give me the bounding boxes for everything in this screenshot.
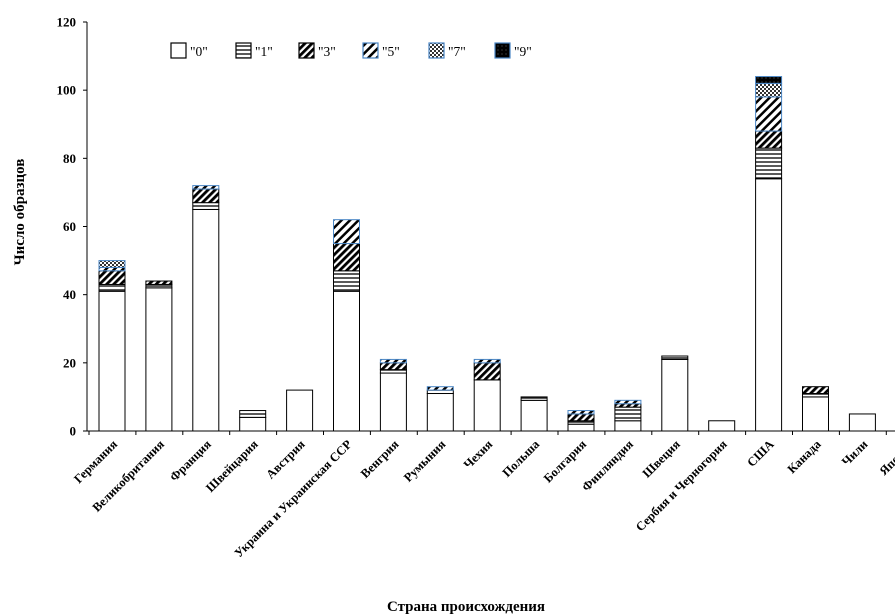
bar-segment xyxy=(755,178,783,432)
bar-segment xyxy=(567,413,595,422)
x-tick-label: Румыния xyxy=(401,437,449,485)
bar-segment xyxy=(520,399,548,432)
bar-segment xyxy=(239,410,267,418)
x-tick-label: Швеция xyxy=(640,437,683,480)
bar-segment xyxy=(333,243,360,272)
bar-segment xyxy=(520,396,548,401)
bar-segment xyxy=(661,358,689,432)
legend-label: "0" xyxy=(190,44,208,59)
bar-segment xyxy=(379,362,407,371)
x-tick-label: Финляндия xyxy=(579,437,636,494)
bar-segment xyxy=(614,399,642,405)
bar-segment xyxy=(426,393,454,432)
x-tick-label: Япония xyxy=(877,437,895,478)
y-axis-title: Число образцов xyxy=(12,159,28,266)
bar-segment xyxy=(755,147,783,180)
legend-label: "5" xyxy=(382,44,400,59)
bar-segment xyxy=(802,393,829,398)
bar-segment xyxy=(755,82,783,98)
bar-segment xyxy=(567,420,595,425)
bar-segment xyxy=(98,283,126,292)
bar-segment xyxy=(286,389,314,432)
bar-segment xyxy=(755,96,783,132)
legend-swatch xyxy=(170,42,187,59)
x-axis-title: Страна происхождения xyxy=(387,599,545,614)
y-tick-label: 100 xyxy=(57,83,77,98)
bar-segment xyxy=(98,266,126,272)
y-tick-label: 20 xyxy=(63,355,76,370)
bar-segment xyxy=(379,358,407,364)
legend-label: "1" xyxy=(255,44,273,59)
x-tick-label: Болгария xyxy=(541,437,589,485)
legend-label: "7" xyxy=(448,44,466,59)
bar-segment xyxy=(473,358,501,364)
x-tick-label: Австрия xyxy=(263,437,307,481)
bar-segment xyxy=(379,369,407,374)
bar-segment xyxy=(426,389,454,395)
bar-segment xyxy=(567,410,595,415)
bar-segment xyxy=(614,406,642,422)
y-tick-label: 80 xyxy=(63,151,76,166)
legend-swatch xyxy=(298,42,315,59)
bar-segment xyxy=(192,185,220,190)
legend-swatch xyxy=(235,42,252,59)
legend-label: "9" xyxy=(514,44,532,59)
x-tick-label: Германия xyxy=(71,437,120,486)
bar-segment xyxy=(661,355,689,360)
legend-swatch xyxy=(362,42,379,59)
bar-segment xyxy=(755,130,783,149)
bar-segment xyxy=(333,290,360,432)
legend-label: "3" xyxy=(318,44,336,59)
bar-segment xyxy=(802,396,829,432)
bar-segment xyxy=(145,280,173,285)
legend-swatch xyxy=(494,42,511,59)
bar-segment xyxy=(426,386,454,391)
bar-segment xyxy=(192,202,220,210)
legend-swatch xyxy=(428,42,445,59)
bar-segment xyxy=(333,270,360,292)
bar-segment xyxy=(848,413,876,432)
bar-segment xyxy=(567,423,595,432)
y-tick-label: 0 xyxy=(70,424,77,439)
bar-segment xyxy=(192,188,220,204)
bar-segment xyxy=(614,420,642,432)
bar-segment xyxy=(98,290,126,432)
bar-segment xyxy=(802,386,829,395)
bar-segment xyxy=(473,379,501,432)
y-tick-label: 40 xyxy=(63,287,76,302)
bar-segment xyxy=(239,416,267,432)
bar-segment xyxy=(755,76,783,84)
x-tick-label: Чили xyxy=(839,437,871,469)
x-tick-label: Канада xyxy=(785,437,825,477)
x-tick-label: Польша xyxy=(500,437,543,480)
bar-segment xyxy=(98,270,126,285)
x-tick-label: США xyxy=(744,437,776,469)
bar-segment xyxy=(473,362,501,381)
x-tick-label: Франция xyxy=(167,437,214,484)
bars-layer xyxy=(98,76,876,432)
x-tick-label: Чехия xyxy=(461,437,496,472)
bar-segment xyxy=(192,208,220,432)
y-tick-label: 60 xyxy=(63,219,76,234)
bar-segment xyxy=(98,260,126,268)
y-ticks: 0 20 40 60 80 100 120 xyxy=(57,15,87,439)
x-tick-label: Венгрия xyxy=(358,437,402,481)
bar-segment xyxy=(333,219,360,245)
bar-segment xyxy=(614,403,642,408)
bar-segment xyxy=(145,287,173,432)
legend: "0" "1" "3" "5" "7" "9" xyxy=(170,42,532,59)
bar-segment xyxy=(145,283,173,289)
bar-segment xyxy=(708,420,736,432)
x-tick-label: Сербия и Черногория xyxy=(633,437,730,534)
bar-segment xyxy=(379,372,407,432)
y-tick-label: 120 xyxy=(57,15,77,30)
